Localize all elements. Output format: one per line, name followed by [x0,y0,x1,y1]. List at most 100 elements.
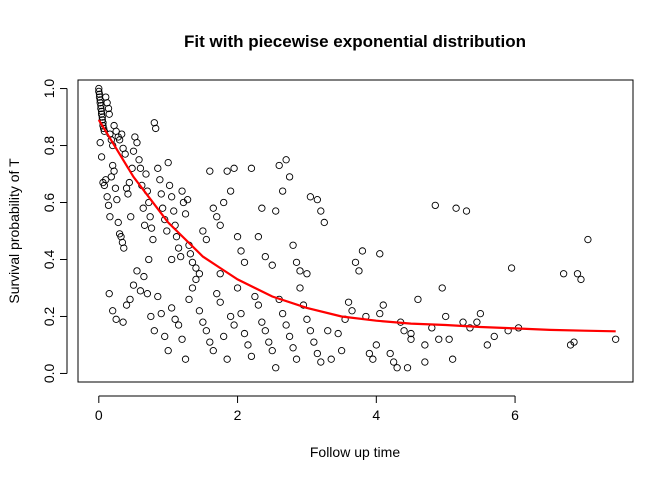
data-point [127,213,135,221]
data-point [178,187,186,195]
data-point [147,312,155,321]
data-point [195,270,204,278]
data-point [122,301,131,309]
data-point [247,352,256,361]
data-point [192,264,200,272]
data-point [490,332,498,341]
data-point [254,233,263,241]
data-point [379,301,387,309]
data-point [118,130,126,138]
data-point [435,335,443,343]
data-point [105,290,113,298]
data-point [303,315,311,323]
data-point [97,104,105,113]
y-axis: 0.0 0.2 0.4 0.6 0.8 1.0 [41,79,68,383]
data-point [483,341,491,349]
data-point [202,327,210,335]
data-point [403,364,412,372]
data-point [584,235,592,244]
data-point [313,349,321,358]
data-point [150,119,158,127]
x-tick-label: 4 [372,407,380,423]
data-point [163,227,171,235]
data-point [107,136,115,144]
data-point [109,161,117,170]
data-point [442,312,450,321]
data-point [97,107,106,115]
data-point [104,201,113,210]
data-point [570,338,578,346]
data-point [292,355,301,363]
data-point [216,298,224,306]
y-tick-label: 1.0 [41,79,57,99]
data-point [573,270,582,278]
data-point [261,327,269,335]
data-point [251,292,259,301]
data-point [327,355,335,363]
data-point [306,327,315,335]
data-point [244,341,252,349]
x-tick-label: 0 [95,407,103,423]
data-point [177,252,185,261]
data-point [230,321,238,329]
data-point [289,241,297,249]
data-point [612,335,620,343]
data-point [306,193,315,201]
data-point [445,335,453,343]
data-point [233,233,242,241]
data-point [168,255,176,264]
data-point [507,264,516,272]
data-point [393,364,401,372]
data-point [119,318,127,326]
data-point [285,173,294,181]
data-point [351,258,360,266]
data-point [438,284,446,292]
data-point [111,184,120,192]
data-point [220,198,228,207]
chart-title: Fit with piecewise exponential distribut… [184,32,526,51]
data-point [216,270,224,278]
data-point [292,258,301,266]
data-point [149,235,157,244]
data-point [226,187,235,195]
data-point [317,207,325,215]
data-point [296,267,304,275]
data-point [559,270,568,278]
data-point [421,358,429,366]
data-point [272,207,280,215]
data-point [124,190,132,198]
data-point [142,170,150,178]
data-point [140,221,149,229]
data-point [129,147,138,155]
data-point [223,355,231,363]
data-point [143,290,152,298]
data-point [577,275,585,284]
data-point [372,341,380,349]
data-point [104,104,113,113]
data-point [188,258,197,266]
data-point [114,218,122,227]
data-point [320,218,328,227]
data-point [289,344,297,352]
data-point [133,139,141,147]
data-point [414,295,422,304]
y-tick-label: 0.4 [41,250,57,270]
data-point [233,284,242,292]
data-point [172,233,181,241]
data-point [105,110,113,118]
data-point [96,96,104,104]
data-point [164,347,172,355]
data-point [102,176,110,184]
data-point [268,261,276,269]
data-point [285,332,294,341]
data-point [216,221,224,229]
data-point [317,358,325,366]
data-point [226,312,235,321]
data-point [258,204,266,212]
data-point [452,204,460,212]
data-point [98,113,106,121]
data-point [310,338,318,346]
scatter-points [95,84,620,372]
data-point [421,341,429,349]
data-point [164,158,172,167]
